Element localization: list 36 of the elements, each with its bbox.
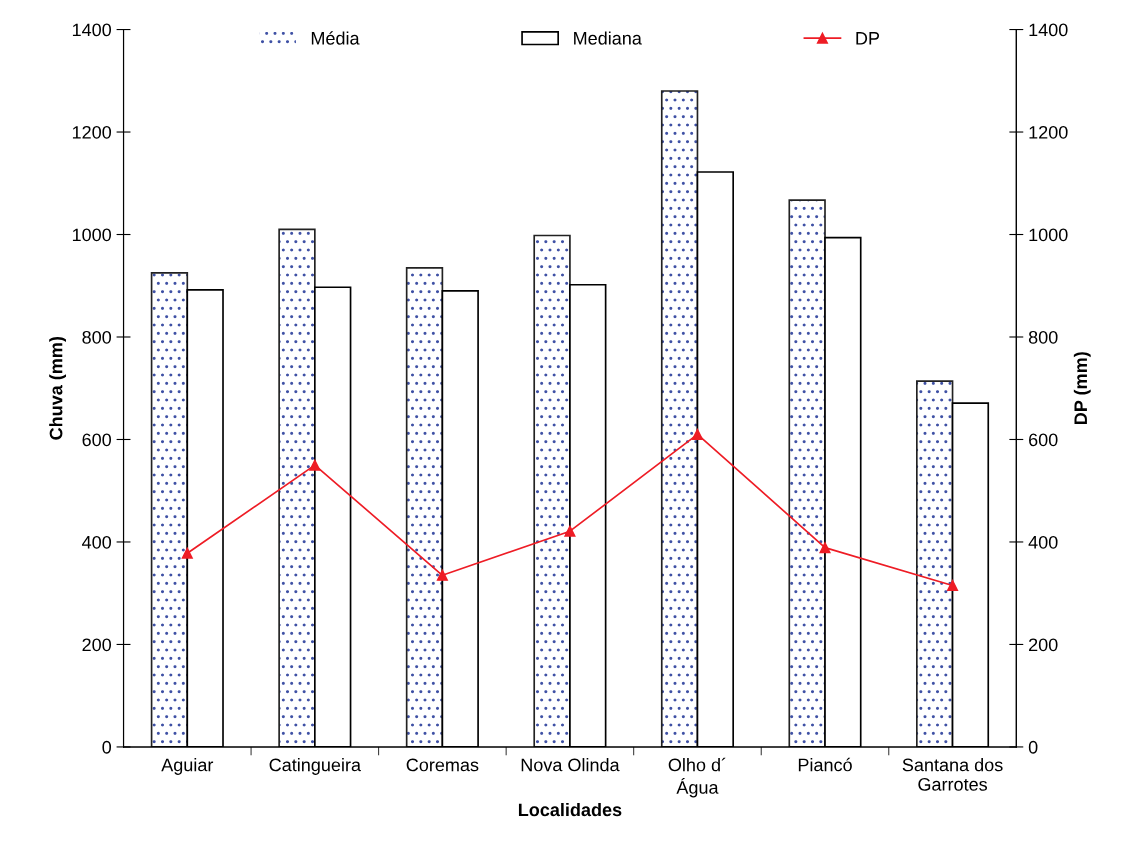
x-tick-label: Aguiar [161,758,214,775]
point [819,542,831,554]
y2-tick-label: 1400 [1029,23,1068,37]
point [181,547,193,559]
x-tick-label: Santana dos Garrotes [902,758,1003,791]
y-tick-label: 0 [102,740,112,754]
legend-label: Mediana [574,31,642,45]
legend-label: DP [856,32,880,45]
point [946,579,959,592]
y-tick-label: 200 [82,638,112,652]
y2-tick-label: 600 [1029,433,1058,447]
x-tick-label: Piancó [798,757,852,772]
y-tick-label: 600 [82,433,112,447]
y2-tick-label: 1200 [1029,125,1068,139]
x-tick-label: Catingueira [269,758,362,775]
y2-axis-title: DP (mm) [1073,352,1091,424]
y-tick-label: 1000 [72,228,112,242]
x-tick-label: Olho d´ Água [668,757,726,798]
x-tick-label: Nova Olinda [521,758,620,772]
y2-tick-label: 0 [1028,740,1038,754]
point [564,525,576,537]
y-axis-title: Chuva (mm) [49,336,67,440]
y2-tick-label: 400 [1028,535,1058,549]
point [309,459,321,471]
legend-label: Média [311,31,360,45]
y2-tick-label: 800 [1028,330,1058,344]
y-tick-label: 400 [82,535,112,549]
y-tick-label: 800 [82,330,112,344]
point [436,569,448,581]
x-axis-title: Localidades [518,802,622,817]
y-tick-label: 1400 [72,23,112,37]
y-tick-label: 1200 [72,125,112,139]
point [691,428,704,440]
y2-tick-label: 1000 [1029,228,1068,242]
y2-tick-label: 200 [1029,638,1058,652]
x-tick-label: Coremas [406,758,479,772]
